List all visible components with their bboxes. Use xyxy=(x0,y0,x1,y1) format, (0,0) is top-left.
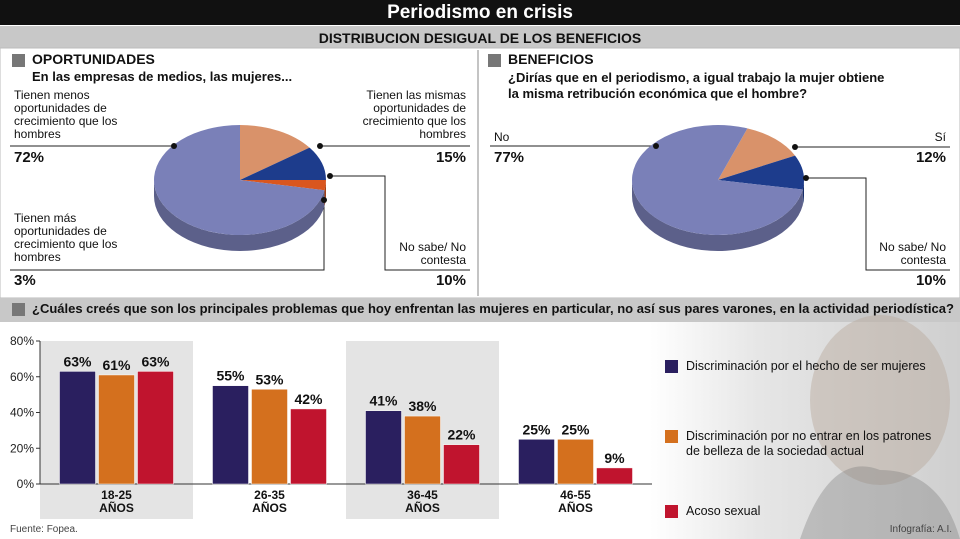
leader-dots xyxy=(171,143,809,203)
pie-label: Sí xyxy=(934,130,946,144)
bar xyxy=(137,371,174,485)
legend-swatch xyxy=(665,430,678,443)
value-label: 10% xyxy=(435,272,466,289)
panel-question: En las empresas de medios, las mujeres..… xyxy=(32,69,293,84)
photo xyxy=(650,322,960,539)
pie-slice xyxy=(240,125,310,180)
bar xyxy=(404,415,441,485)
title-bar xyxy=(0,0,960,25)
panel-title: OPORTUNIDADES xyxy=(32,51,155,67)
bar xyxy=(518,439,555,485)
y-tick-label: 0% xyxy=(17,477,35,491)
value-label: 38% xyxy=(408,398,437,414)
y-tick-label: 80% xyxy=(10,334,34,348)
value-label: 77% xyxy=(494,149,525,166)
legend-label: Discriminación por no entrar en los patr… xyxy=(686,429,932,458)
value-label: 55% xyxy=(216,368,245,384)
panel-title: BENEFICIOS xyxy=(508,51,594,67)
bar xyxy=(557,439,594,485)
pie-slice xyxy=(154,125,325,235)
bullet xyxy=(12,54,25,67)
photo xyxy=(810,315,950,485)
panel-question: ¿Dirías que en el periodismo, a igual tr… xyxy=(508,70,885,101)
question-bar xyxy=(0,298,960,322)
pie-label: Tienen las mismas oportunidades de creci… xyxy=(362,88,466,141)
value-label: 25% xyxy=(522,421,551,437)
value-label: 41% xyxy=(369,393,398,409)
pie-label: No sabe/ No contesta xyxy=(879,240,946,267)
y-tick-label: 60% xyxy=(10,370,34,384)
pie-label: No xyxy=(494,130,510,144)
value-label: 53% xyxy=(255,371,284,387)
title: Periodismo en crisis xyxy=(387,2,573,23)
bar xyxy=(365,410,402,485)
x-tick-label: 26-35 AÑOS xyxy=(252,488,287,515)
bar xyxy=(290,408,327,485)
bullet xyxy=(488,54,501,67)
bar xyxy=(443,444,480,485)
y-tick-label: 40% xyxy=(10,406,34,420)
legend-swatch xyxy=(665,505,678,518)
bullet xyxy=(12,303,25,316)
value-label: 9% xyxy=(604,450,625,466)
credit: Infografía: A.I. xyxy=(889,524,952,535)
value-label: 22% xyxy=(447,427,476,443)
legend-label: Discriminación por el hecho de ser mujer… xyxy=(686,359,926,373)
bar xyxy=(212,385,249,485)
pie-side xyxy=(154,180,325,251)
pie-side xyxy=(802,180,804,206)
bar xyxy=(59,371,96,485)
pie-slice xyxy=(718,155,804,190)
bar xyxy=(596,467,633,485)
x-tick-label: 36-45 AÑOS xyxy=(405,488,440,515)
value-label: 42% xyxy=(294,391,323,407)
value-label: 3% xyxy=(14,272,36,289)
value-label: 10% xyxy=(915,272,946,289)
pie-slice xyxy=(718,128,796,180)
value-label: 12% xyxy=(915,149,946,166)
subtitle-bar xyxy=(0,26,960,48)
x-tick-label: 18-25 AÑOS xyxy=(99,488,134,515)
value-label: 63% xyxy=(141,353,170,369)
pie-slice xyxy=(240,147,326,180)
value-label: 61% xyxy=(102,357,131,373)
value-label: 15% xyxy=(435,149,466,166)
photo xyxy=(800,466,960,539)
chart-title: ¿Cuáles creés que son los principales pr… xyxy=(32,301,954,316)
pie-slice xyxy=(240,180,326,191)
value-label: 72% xyxy=(14,149,45,166)
value-label: 63% xyxy=(63,353,92,369)
pie-label: No sabe/ No contesta xyxy=(399,240,466,267)
source: Fuente: Fopea. xyxy=(10,524,78,535)
y-tick-label: 20% xyxy=(10,441,34,455)
legend-label: Acoso sexual xyxy=(686,504,761,518)
legend-swatch xyxy=(665,360,678,373)
pie-label: Tienen más oportunidades de crecimiento … xyxy=(14,211,118,264)
x-tick-label: 46-55 AÑOS xyxy=(558,488,593,515)
bar xyxy=(98,374,135,485)
bar xyxy=(251,389,288,485)
leader-lines xyxy=(10,145,950,271)
value-label: 25% xyxy=(561,421,590,437)
pie-side xyxy=(632,180,803,251)
pie-slice xyxy=(632,124,803,235)
pie-label: Tienen menos oportunidades de crecimient… xyxy=(14,88,118,141)
subtitle: DISTRIBUCION DESIGUAL DE LOS BENEFICIOS xyxy=(318,30,642,46)
